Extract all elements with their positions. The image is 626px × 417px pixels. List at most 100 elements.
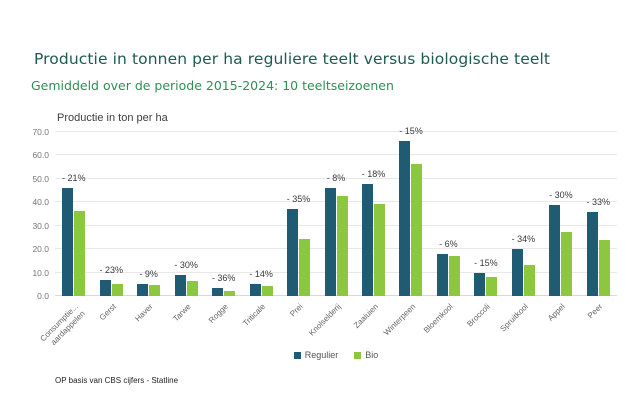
gridline: [55, 224, 617, 226]
bar-regulier: [474, 273, 486, 296]
bar-group: - 33%: [580, 132, 617, 296]
x-axis-cell: Gerst: [92, 299, 129, 349]
pct-label: - 15%: [399, 125, 423, 136]
bar-regulier: [399, 140, 411, 296]
bar-bio: [224, 290, 236, 296]
bar-bio: [111, 283, 123, 296]
legend: Regulier Bio: [55, 350, 617, 360]
pct-label: - 15%: [474, 258, 498, 269]
pct-label: - 14%: [249, 269, 273, 280]
x-tick-label: Appel: [546, 302, 568, 323]
pct-label: - 34%: [511, 233, 536, 244]
plot-area: - 21% - 23% - 9% - 30% - 36% - 14% - 35% - 8% - …: [32, 126, 617, 301]
x-tick-label: Consumptie... aardappelen: [38, 302, 88, 348]
x-axis-cell: Tarwe: [167, 299, 204, 349]
legend-swatch-regulier: [293, 351, 301, 359]
gridline: [55, 154, 617, 156]
x-axis-cell: Knolselderij: [307, 299, 354, 349]
bar-bio: [336, 196, 348, 296]
bar-regulier: [436, 254, 448, 296]
bar-group: - 18%: [355, 132, 392, 296]
bar-regulier: [324, 187, 336, 296]
pct-label: - 21%: [61, 172, 86, 183]
bar-group: - 9%: [130, 132, 167, 296]
bar-bio: [411, 163, 423, 296]
bar-group: - 35%: [280, 132, 317, 296]
x-axis-cell: Broccoli: [465, 299, 504, 349]
pct-label: - 8%: [326, 172, 346, 183]
bar-regulier: [586, 211, 598, 296]
y-tick-label: 10.0: [32, 267, 49, 278]
pct-label: - 18%: [361, 168, 386, 179]
x-axis-cell: Peer: [580, 299, 617, 349]
x-tick-label: Triticale: [241, 302, 268, 328]
x-axis-cell: Winterpeen: [382, 299, 429, 349]
bar-regulier: [361, 183, 373, 296]
x-axis-cell: Appel: [542, 299, 579, 349]
bar-bio: [598, 240, 610, 296]
y-tick-label: 30.0: [32, 220, 49, 231]
legend-swatch-bio: [354, 351, 362, 359]
bar-group: - 15%: [467, 132, 504, 296]
bar-bio: [186, 281, 198, 296]
x-axis-cell: Rogge: [205, 299, 242, 349]
x-axis-cell: Prei: [280, 299, 317, 349]
pct-label: - 9%: [139, 269, 158, 280]
bar-regulier: [549, 204, 561, 296]
bar-regulier: [174, 274, 186, 296]
pct-label: - 33%: [586, 196, 611, 207]
legend-label: Regulier: [304, 350, 339, 360]
x-tick-label: Gerst: [97, 302, 118, 323]
bar-group: - 21%: [55, 132, 92, 296]
bar-bio: [448, 256, 460, 296]
x-axis-cell: Consumptie... aardappelen: [39, 299, 92, 349]
pct-label: - 30%: [549, 189, 573, 200]
bar-group: - 15%: [392, 126, 429, 296]
bar-bio: [261, 285, 273, 296]
bar-bio: [149, 285, 161, 296]
y-tick-label: 60.0: [32, 150, 49, 161]
legend-item-regulier: Regulier: [293, 350, 339, 360]
pct-label: - 23%: [99, 264, 123, 275]
bar-bio: [299, 239, 311, 296]
bar-group: - 30%: [167, 132, 204, 296]
bar-group: - 34%: [505, 132, 542, 296]
bar-regulier: [99, 279, 111, 296]
gridline: [55, 177, 617, 179]
bar-group: - 8%: [317, 132, 354, 296]
x-axis-cell: Haver: [130, 299, 167, 349]
gridline: [55, 201, 617, 203]
y-tick-label: 20.0: [32, 244, 49, 255]
y-axis-title: Productie in ton per ha: [57, 112, 168, 124]
y-tick-label: 0.0: [37, 291, 49, 301]
bar-group: - 23%: [92, 132, 129, 296]
x-axis-cell: Bloemkool: [422, 299, 467, 349]
bar-bio: [373, 203, 385, 296]
x-tick-label: Tarwe: [171, 302, 193, 324]
x-axis-cell: Triticale: [241, 299, 279, 349]
bar-groups: - 21% - 23% - 9% - 30% - 36% - 14% - 35% - 8% - …: [55, 126, 617, 296]
pct-label: - 30%: [174, 259, 198, 270]
x-tick-label: Peer: [586, 302, 605, 321]
gridline: [55, 131, 617, 132]
bar-regulier: [212, 287, 224, 296]
x-tick-label: Broccoli: [465, 302, 493, 329]
bar-group: - 14%: [242, 132, 279, 296]
x-tick-label: Zaaiuien: [351, 302, 380, 331]
y-tick-label: 50.0: [32, 173, 49, 184]
chart-title: Productie in tonnen per ha reguliere tee…: [34, 50, 551, 68]
bar-group: - 6%: [430, 132, 467, 296]
gridline: [55, 295, 617, 296]
y-tick-label: 40.0: [32, 197, 49, 208]
bar-bio: [486, 276, 498, 296]
legend-item-bio: Bio: [354, 350, 378, 360]
bar-regulier: [249, 284, 261, 296]
bar-bio: [74, 210, 86, 296]
source-note: OP basis van CBS cijfers - Statline: [55, 376, 179, 385]
x-axis-cell: Zaaiuien: [351, 299, 392, 349]
bar-regulier: [137, 284, 149, 296]
bar-group: - 30%: [542, 132, 579, 296]
bar-regulier: [287, 208, 299, 296]
x-axis-cell: Spruitkool: [498, 299, 542, 349]
